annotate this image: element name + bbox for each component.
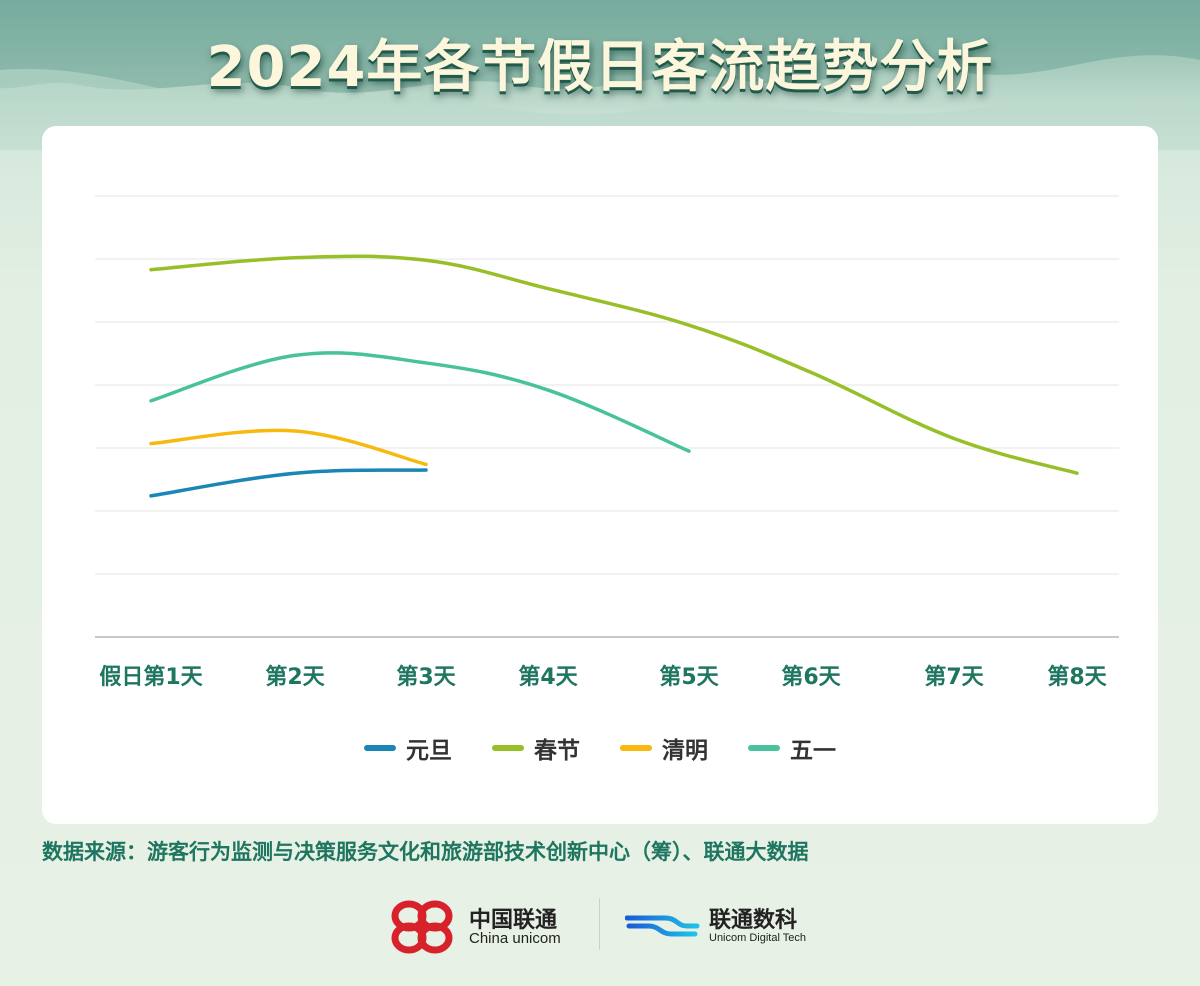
data-source-note: 数据来源：游客行为监测与决策服务文化和旅游部技术创新中心（筹）、联通大数据 <box>42 840 809 864</box>
legend-swatch <box>492 745 524 751</box>
china-unicom-en-name: China unicom <box>469 930 561 947</box>
x-tick-label: 第4天 <box>518 664 578 690</box>
legend-item: 春节 <box>492 731 580 765</box>
page-title: 2024年各节假日客流趋势分析 <box>206 35 994 100</box>
series-line-3 <box>149 351 691 453</box>
series-line-0 <box>149 468 428 498</box>
legend-swatch <box>620 745 652 751</box>
china-unicom-cn-name: 中国联通 <box>469 908 558 933</box>
chart-card: 假日第1天 第2天 第3天 第4天 第5天 第6天 第7天 第8天 元旦 春节 清明 五一 <box>42 126 1158 824</box>
unicom-digital-tech-logo: 联通数科 Unicom Digital Tech <box>625 892 825 962</box>
x-tick-label: 第3天 <box>396 664 456 690</box>
legend-item: 清明 <box>620 731 708 765</box>
series-line-2 <box>149 428 428 467</box>
x-tick-label: 假日第1天 <box>99 664 203 690</box>
logo-divider <box>599 898 600 950</box>
china-unicom-logo: 中国联通 China unicom <box>385 892 585 962</box>
x-tick-label: 第7天 <box>924 664 984 690</box>
unicom-digital-wave-icon <box>625 905 700 947</box>
unicom-digital-cn-name: 联通数科 <box>709 908 798 933</box>
series-line-1 <box>149 254 1079 475</box>
chart-legend: 元旦 春节 清明 五一 <box>42 728 1158 768</box>
legend-swatch <box>364 745 396 751</box>
legend-label: 春节 <box>534 738 580 764</box>
x-tick-label: 第6天 <box>781 664 841 690</box>
china-unicom-knot-icon <box>391 900 453 954</box>
line-chart: 假日第1天 第2天 第3天 第4天 第5天 第6天 第7天 第8天 <box>95 195 1119 690</box>
legend-label: 元旦 <box>406 738 452 764</box>
unicom-digital-en-name: Unicom Digital Tech <box>709 932 807 944</box>
legend-item: 元旦 <box>364 731 452 765</box>
x-tick-label: 第2天 <box>265 664 325 690</box>
legend-label: 清明 <box>662 738 708 764</box>
x-tick-label: 第5天 <box>659 664 719 690</box>
legend-item: 五一 <box>748 731 836 765</box>
legend-swatch <box>748 745 780 751</box>
x-tick-label: 第8天 <box>1047 664 1107 690</box>
footer-logos: 中国联通 China unicom 联通数科 Unicom Digital Te… <box>385 892 825 962</box>
legend-label: 五一 <box>790 738 836 764</box>
